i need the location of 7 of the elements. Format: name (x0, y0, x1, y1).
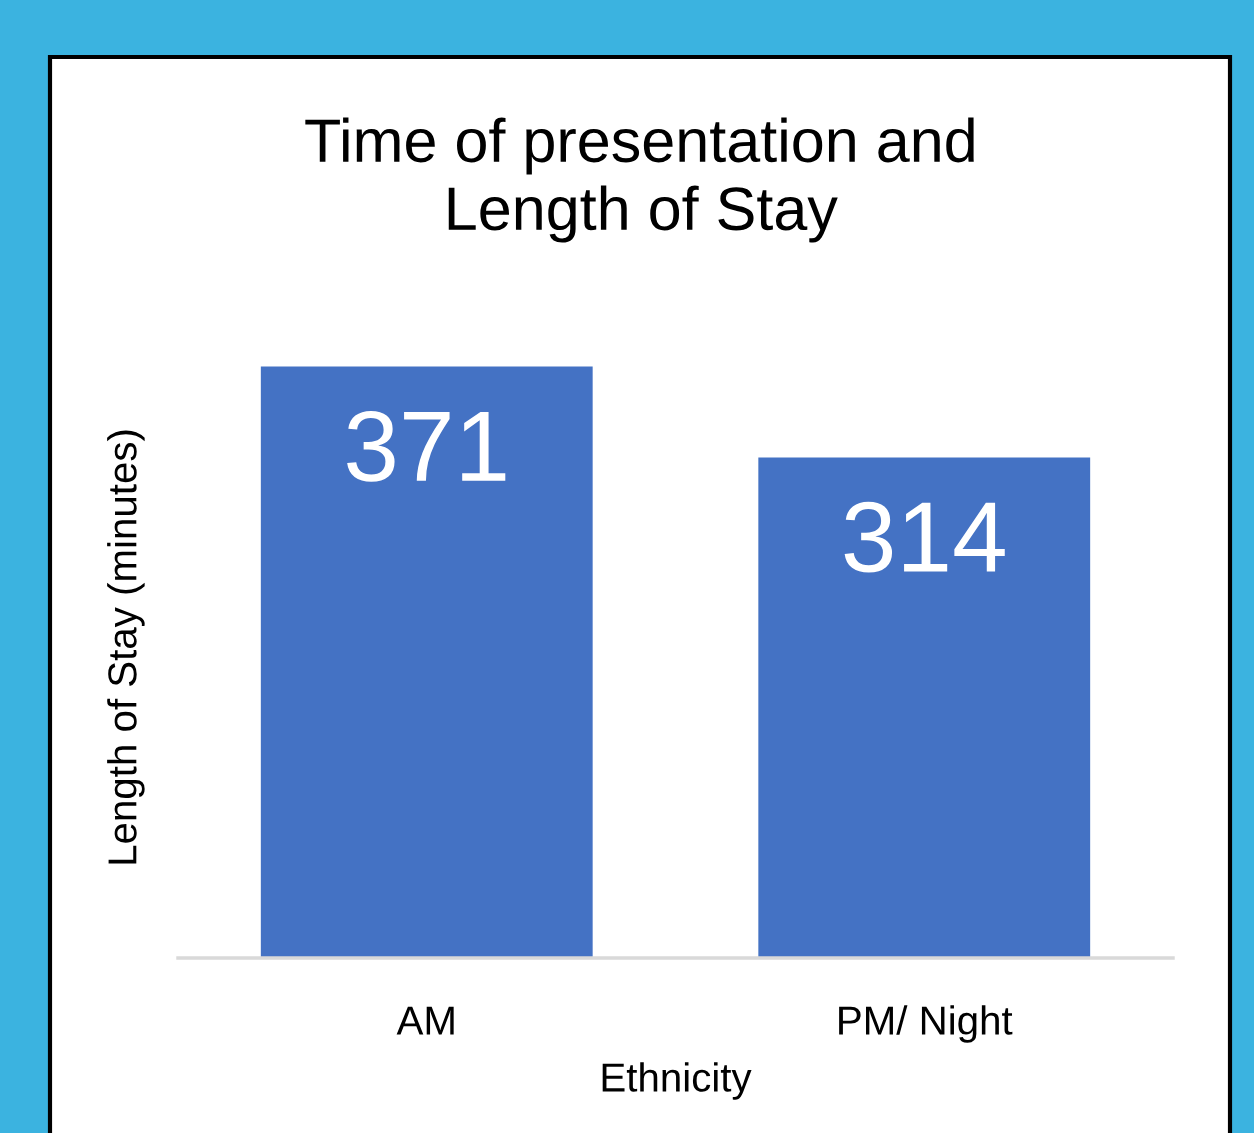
data-label: 314 (844, 501, 1005, 573)
x-tick-label: AM (396, 1006, 454, 1035)
y-axis-title: Length of Stay (minutes) (107, 430, 145, 864)
chart-title: Time of presentation and Length of Stay (305, 117, 974, 243)
x-axis-title: Ethnicity (602, 1062, 752, 1100)
data-label: 371 (347, 410, 506, 482)
x-tick-label: PM/ Night (839, 1005, 1013, 1043)
